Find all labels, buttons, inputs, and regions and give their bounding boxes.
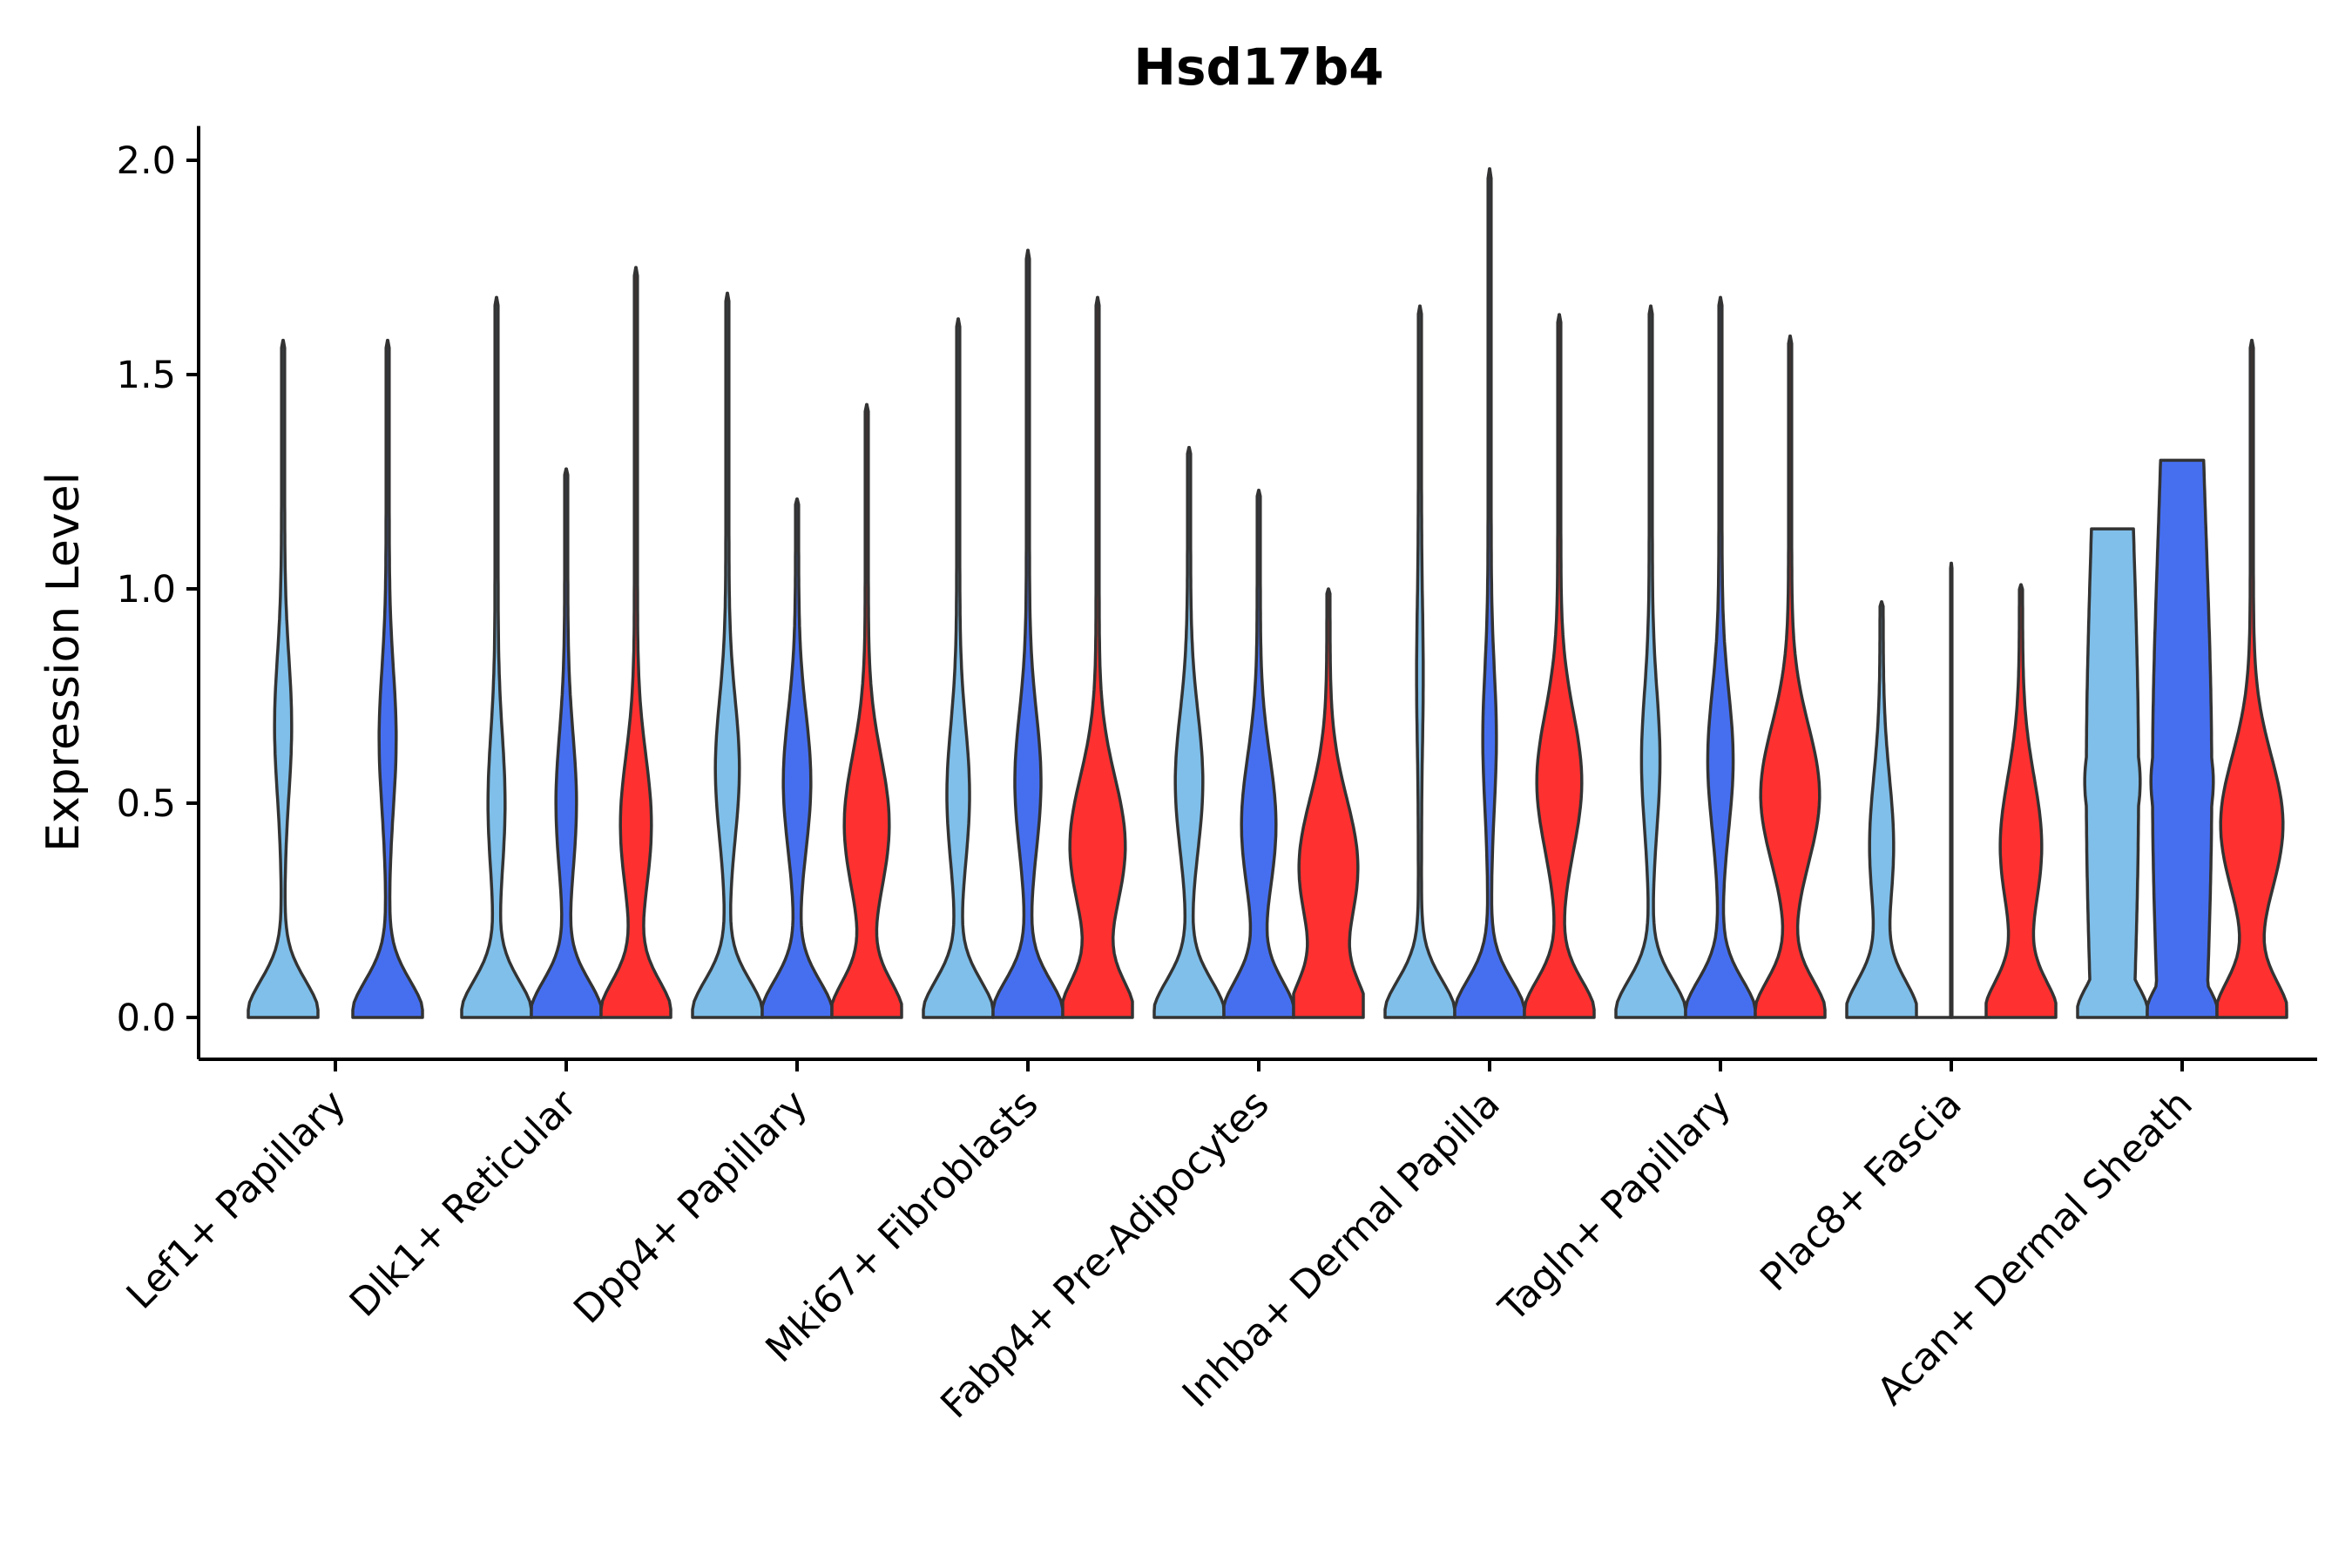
violins-group — [247, 167, 2288, 1019]
violin-8-2 — [2215, 338, 2288, 1019]
violin-6-2 — [1754, 334, 1827, 1019]
chart-title: Hsd17b4 — [1133, 37, 1383, 97]
violin-2-1 — [760, 497, 834, 1019]
violin-3-1 — [991, 248, 1064, 1019]
violin-5-1 — [1453, 167, 1526, 1019]
violin-5-2 — [1523, 313, 1596, 1019]
y-axis-label: Expression Level — [37, 472, 90, 852]
y-tick-label: 0.0 — [117, 997, 176, 1040]
violin-4-2 — [1292, 587, 1365, 1019]
violin-0-1 — [351, 338, 424, 1019]
x-tick-label: Dpp4+ Papillary — [565, 1082, 816, 1333]
violin-6-0 — [1614, 304, 1687, 1019]
violin-1-1 — [530, 467, 603, 1019]
violin-1-0 — [460, 295, 533, 1019]
y-tick-label: 1.5 — [117, 354, 176, 397]
violin-1-2 — [599, 266, 672, 1019]
y-tick-label: 2.0 — [117, 139, 176, 183]
violin-8-0 — [2076, 527, 2149, 1019]
x-tick-label: Dlk1+ Reticular — [341, 1081, 586, 1326]
violin-7-2 — [1984, 583, 2058, 1019]
violin-8-1 — [2146, 458, 2219, 1019]
violin-4-0 — [1152, 445, 1226, 1019]
x-tick-label: Tagln+ Papillary — [1490, 1082, 1740, 1331]
violin-2-0 — [691, 291, 764, 1019]
x-tick-label: Plac8+ Fascia — [1752, 1082, 1970, 1301]
violin-0-0 — [247, 338, 320, 1019]
violin-3-2 — [1061, 295, 1134, 1019]
violin-4-1 — [1222, 489, 1295, 1019]
violin-7-0 — [1845, 600, 1918, 1019]
violin-6-1 — [1684, 295, 1757, 1019]
violin-2-2 — [830, 402, 903, 1019]
y-tick-label: 0.5 — [117, 782, 176, 826]
violin-5-0 — [1383, 304, 1456, 1019]
violin-3-0 — [922, 317, 995, 1019]
y-tick-label: 1.0 — [117, 568, 176, 612]
x-tick-label: Lef1+ Papillary — [118, 1082, 355, 1318]
